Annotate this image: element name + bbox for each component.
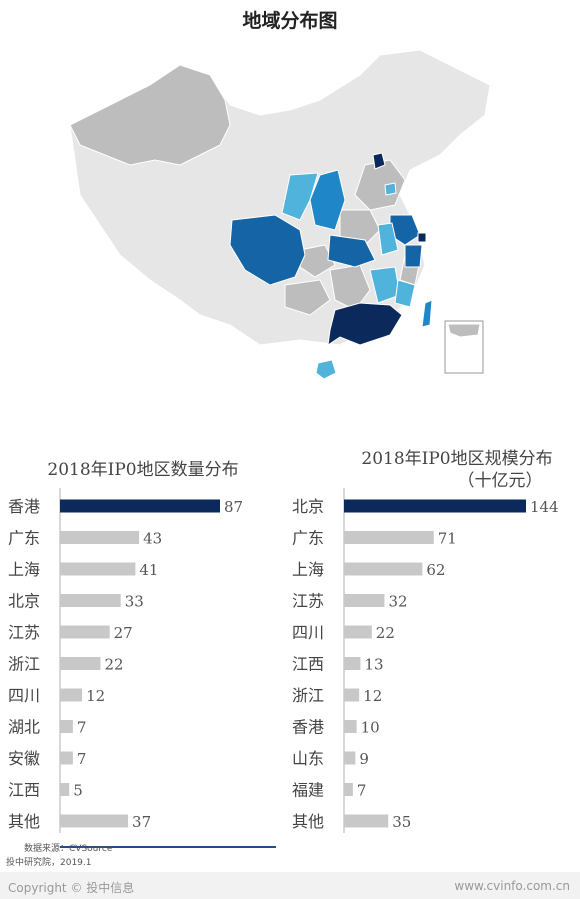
bar (344, 783, 353, 796)
map-henan (339, 209, 381, 246)
bar (344, 688, 360, 702)
chart-title-count: 2018年IP0地区数量分布 (47, 460, 239, 480)
category-label: 江苏 (292, 592, 324, 611)
value-label: 7 (357, 782, 367, 800)
category-label: 江苏 (8, 623, 40, 642)
category-label: 上海 (8, 560, 40, 579)
value-label: 144 (530, 498, 559, 516)
category-label: 江西 (8, 781, 40, 800)
bar (60, 783, 70, 796)
value-label: 71 (438, 530, 457, 548)
footer-bar (0, 872, 580, 899)
map-fujian (394, 279, 416, 308)
category-label: 山东 (292, 749, 324, 768)
map-guangdong (327, 302, 403, 347)
map-taiwan (421, 299, 433, 328)
value-label: 7 (77, 750, 87, 768)
bar (344, 531, 434, 544)
map-tianjin (384, 182, 397, 196)
value-label: 12 (363, 687, 382, 705)
bar (60, 688, 83, 702)
bar (344, 751, 356, 765)
value-label: 32 (388, 593, 407, 611)
value-label: 62 (426, 561, 445, 579)
category-label: 香港 (8, 497, 40, 516)
value-label: 7 (77, 719, 87, 737)
map-beijing (372, 152, 386, 170)
map-hebei (354, 159, 406, 211)
bar (60, 657, 101, 670)
map-zhejiang (404, 244, 423, 268)
category-label: 四川 (292, 623, 324, 642)
value-label: 27 (114, 624, 133, 642)
bar (60, 720, 73, 733)
data-source: 数据来源：CVSource (24, 844, 113, 854)
value-label: 22 (104, 656, 123, 674)
map-hainan (315, 359, 337, 380)
category-label: 其他 (8, 812, 40, 831)
category-label: 四川 (8, 686, 40, 705)
bar (344, 814, 389, 828)
bar (60, 531, 140, 544)
value-label: 22 (376, 624, 395, 642)
map-gansu (281, 172, 319, 221)
value-label: 43 (143, 530, 162, 548)
map-inset-land (447, 323, 481, 338)
bar (344, 562, 423, 576)
bar (60, 562, 136, 576)
bar (60, 751, 73, 765)
category-label: 北京 (292, 497, 324, 516)
value-label: 13 (364, 656, 383, 674)
map-xinjiang (69, 64, 231, 166)
bar (344, 594, 385, 607)
page-title: 地域分布图 (242, 10, 338, 32)
category-label: 北京 (8, 592, 40, 611)
value-label: 87 (224, 498, 243, 516)
category-label: 其他 (292, 812, 324, 831)
ipo-count-bar-chart: 香港 87 广东 43 上海 41 北京 33 江苏 27 浙江 22 四川 12 湖北 7 安徽 7 江西 5 其他 3… (8, 488, 243, 833)
bar (60, 594, 121, 607)
bar (60, 814, 129, 828)
category-label: 湖北 (8, 718, 40, 737)
chart-title-scale: 2018年IP0地区规模分布 (361, 449, 553, 469)
category-label: 上海 (292, 560, 324, 579)
bar (344, 499, 526, 513)
bar (344, 657, 361, 670)
ipo-scale-bar-chart: 北京 144 广东 71 上海 62 江苏 32 四川 22 江西 13 浙江 12 香港 10 山东 9 福建 7 其… (292, 488, 559, 833)
value-label: 12 (86, 687, 105, 705)
value-label: 9 (359, 750, 369, 768)
value-label: 41 (139, 561, 158, 579)
value-label: 33 (125, 593, 144, 611)
map-anhui (377, 222, 399, 256)
category-label: 浙江 (292, 686, 324, 705)
category-label: 安徽 (8, 749, 40, 768)
value-label: 5 (73, 782, 83, 800)
source-underline (60, 846, 276, 848)
map-guizhou (284, 279, 331, 316)
copyright-text: Copyright © 投中信息 (8, 881, 135, 895)
bar (60, 499, 220, 513)
value-label: 35 (392, 813, 411, 831)
map-shanghai (417, 232, 427, 243)
bar (344, 625, 372, 639)
chart-subtitle-scale: （十亿元） (457, 471, 543, 491)
map-sichuan (229, 214, 306, 286)
category-label: 广东 (292, 529, 324, 548)
value-label: 37 (132, 813, 151, 831)
publisher-note: 投中研究院，2019.1 (6, 858, 92, 868)
website-link[interactable]: www.cvinfo.com.cn (454, 879, 570, 893)
china-region-map (69, 49, 491, 380)
category-label: 香港 (292, 718, 324, 737)
category-label: 浙江 (8, 655, 40, 674)
bar (344, 720, 357, 733)
category-label: 江西 (292, 655, 324, 674)
category-label: 广东 (8, 529, 40, 548)
bar (60, 625, 110, 639)
map-hubei (327, 234, 376, 268)
value-label: 10 (361, 719, 380, 737)
category-label: 福建 (292, 781, 324, 800)
